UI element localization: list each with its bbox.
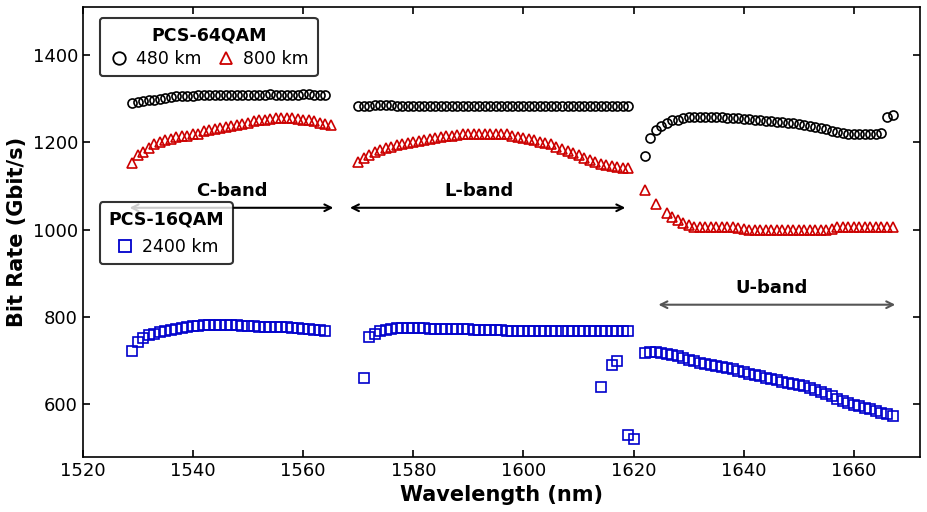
Legend: 2400 km: 2400 km — [100, 202, 233, 264]
Text: L-band: L-band — [445, 182, 514, 200]
Text: U-band: U-band — [735, 279, 807, 297]
Y-axis label: Bit Rate (Gbit/s): Bit Rate (Gbit/s) — [6, 137, 27, 327]
Text: C-band: C-band — [196, 182, 267, 200]
X-axis label: Wavelength (nm): Wavelength (nm) — [400, 485, 603, 505]
